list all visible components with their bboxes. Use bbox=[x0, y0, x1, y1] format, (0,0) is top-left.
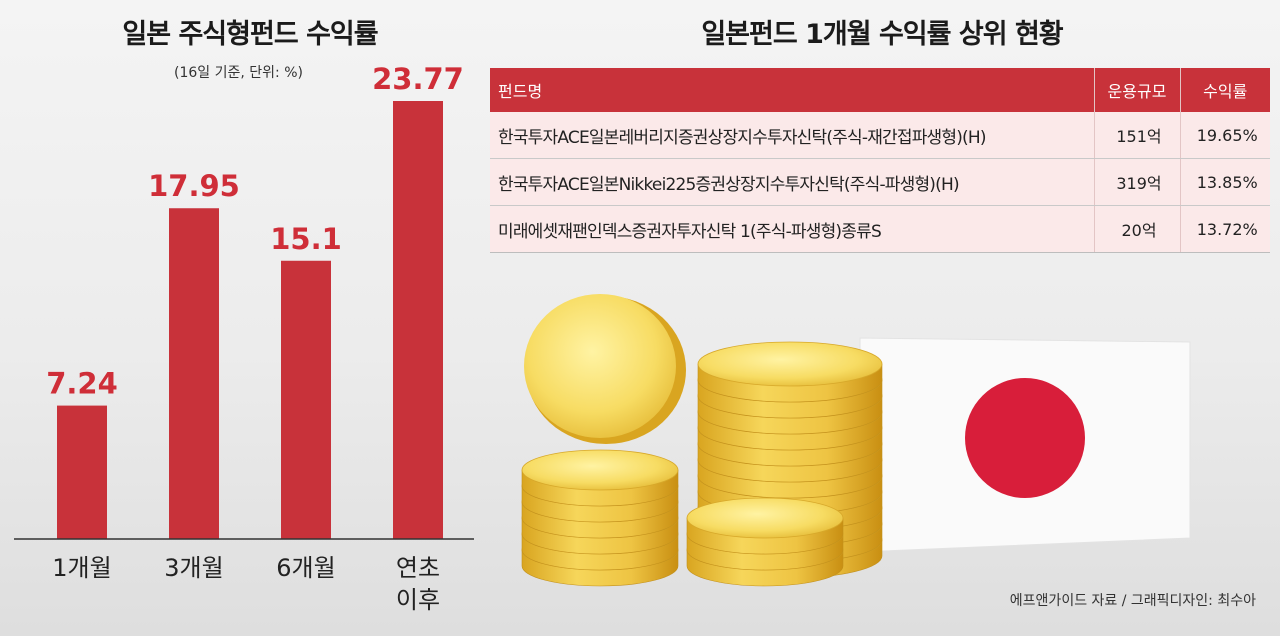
category-label: 이후 bbox=[396, 586, 440, 614]
bar-4 bbox=[393, 101, 443, 539]
coins-and-flag-illustration bbox=[521, 294, 1191, 587]
bar-2 bbox=[169, 208, 219, 539]
header-aum: 운용규모 bbox=[1093, 68, 1180, 112]
fund-name-cell: 미래에셋재팬인덱스증권자투자신탁 1(주식-파생형)종류S bbox=[490, 205, 1094, 253]
bar-3 bbox=[281, 260, 331, 539]
bar-value-label: 7.24 bbox=[46, 367, 118, 401]
table-header-row: 펀드명 운용규모 수익률 bbox=[490, 68, 1270, 112]
header-fund-name: 펀드명 bbox=[490, 68, 1094, 112]
category-label: 연초 bbox=[396, 554, 440, 582]
chart-title: 일본 주식형펀드 수익률 bbox=[122, 19, 378, 50]
aum-cell: 319억 bbox=[1093, 158, 1180, 206]
table-row: 한국투자ACE일본Nikkei225증권상장지수투자신탁(주식-파생형)(H) … bbox=[490, 158, 1270, 206]
chart-subtitle: (16일 기준, 단위: %) bbox=[174, 65, 303, 81]
table-title: 일본펀드 1개월 수익률 상위 현황 bbox=[701, 19, 1063, 50]
coin-stacks bbox=[521, 294, 883, 587]
category-label: 3개월 bbox=[164, 554, 223, 582]
source-credit: 에프앤가이드 자료 / 그래픽디자인: 최수아 bbox=[1009, 593, 1256, 609]
fund-name-cell: 한국투자ACE일본레버리지증권상장지수투자신탁(주식-재간접파생형)(H) bbox=[490, 112, 1094, 159]
japan-flag bbox=[859, 337, 1191, 553]
return-cell: 13.72% bbox=[1179, 205, 1270, 253]
bar-value-label: 15.1 bbox=[270, 222, 342, 256]
return-cell: 13.85% bbox=[1179, 158, 1270, 206]
return-cell: 19.65% bbox=[1179, 112, 1270, 159]
coin bbox=[521, 449, 679, 507]
bar-value-label: 23.77 bbox=[372, 62, 464, 96]
aum-cell: 151억 bbox=[1093, 112, 1180, 159]
aum-cell: 20억 bbox=[1093, 205, 1180, 253]
bar-1 bbox=[57, 405, 107, 539]
table-row: 한국투자ACE일본레버리지증권상장지수투자신탁(주식-재간접파생형)(H) 15… bbox=[490, 112, 1270, 159]
header-return: 수익률 bbox=[1179, 68, 1270, 112]
fund-name-cell: 한국투자ACE일본Nikkei225증권상장지수투자신탁(주식-파생형)(H) bbox=[490, 158, 1094, 206]
category-label: 1개월 bbox=[52, 554, 111, 582]
bar-value-label: 17.95 bbox=[148, 169, 240, 203]
upright-coin bbox=[524, 294, 686, 444]
fund-table: 펀드명 운용규모 수익률 한국투자ACE일본레버리지증권상장지수투자신탁(주식-… bbox=[490, 68, 1270, 253]
coin bbox=[686, 497, 844, 555]
table-row: 미래에셋재팬인덱스증권자투자신탁 1(주식-파생형)종류S 20억 13.72% bbox=[490, 205, 1270, 253]
coin bbox=[697, 341, 883, 403]
category-label: 6개월 bbox=[276, 554, 335, 582]
